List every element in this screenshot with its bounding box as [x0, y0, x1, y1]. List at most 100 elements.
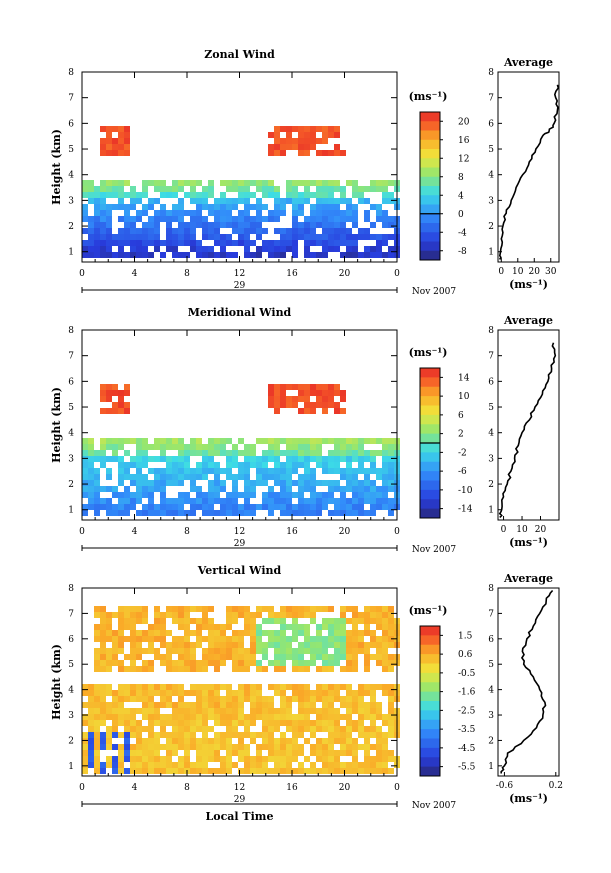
heatmap-cell — [226, 456, 232, 462]
heatmap-cell — [142, 486, 148, 492]
heatmap-cell — [196, 762, 202, 768]
heatmap-cell — [202, 684, 208, 690]
heatmap-cell — [118, 132, 124, 138]
heatmap-cell — [214, 648, 220, 654]
colorbar-segment — [420, 414, 440, 425]
heatmap-cell — [106, 132, 112, 138]
heatmap-cell — [154, 750, 160, 756]
heatmap-cell — [220, 660, 226, 666]
heatmap-cell — [220, 738, 226, 744]
average-y-tick-label: 3 — [488, 711, 494, 721]
heatmap-cell — [220, 504, 226, 510]
heatmap-cell — [130, 624, 136, 630]
heatmap-cell — [94, 750, 100, 756]
heatmap-cell — [244, 762, 250, 768]
heatmap-cell — [190, 666, 196, 672]
heatmap-cell — [346, 468, 352, 474]
heatmap-cell — [208, 654, 214, 660]
heatmap-cell — [82, 684, 88, 690]
heatmap-cell — [376, 492, 382, 498]
colorbar-segment — [420, 213, 440, 224]
heatmap-cell — [154, 222, 160, 228]
heatmap-cell — [340, 498, 346, 504]
heatmap-cell — [112, 438, 118, 444]
heatmap-cell — [196, 198, 202, 204]
heatmap-cell — [100, 642, 106, 648]
heatmap-cell — [268, 606, 274, 612]
heatmap-cell — [346, 696, 352, 702]
heatmap-cell — [286, 486, 292, 492]
heatmap-cell — [322, 504, 328, 510]
heatmap-cell — [388, 750, 394, 756]
heatmap-cell — [214, 744, 220, 750]
heatmap-cell — [172, 636, 178, 642]
heatmap-cell — [118, 690, 124, 696]
heatmap-cell — [256, 204, 262, 210]
heatmap-cell — [346, 684, 352, 690]
heatmap-cell — [256, 504, 262, 510]
average-y-tick-label: 7 — [488, 609, 494, 619]
y-tick-label: 4 — [68, 686, 74, 696]
heatmap-cell — [298, 384, 304, 390]
x-tick-label: 12 — [234, 527, 245, 537]
heatmap-cell — [100, 180, 106, 186]
heatmap-cell — [322, 186, 328, 192]
heatmap-cell — [232, 462, 238, 468]
heatmap-cell — [142, 186, 148, 192]
heatmap-cell — [262, 216, 268, 222]
heatmap-cell — [190, 450, 196, 456]
heatmap-cell — [154, 486, 160, 492]
heatmap-cell — [268, 684, 274, 690]
heatmap-cell — [124, 216, 130, 222]
heatmap-cell — [136, 468, 142, 474]
heatmap-cell — [388, 216, 394, 222]
heatmap-cell — [280, 762, 286, 768]
heatmap-cell — [286, 438, 292, 444]
heatmap-cell — [334, 210, 340, 216]
heatmap-cell — [160, 714, 166, 720]
heatmap-cell — [322, 150, 328, 156]
heatmap-cell — [232, 726, 238, 732]
heatmap-cell — [256, 246, 262, 252]
heatmap-cell — [208, 498, 214, 504]
heatmap-cell — [274, 690, 280, 696]
heatmap-cell — [304, 390, 310, 396]
heatmap-cell — [274, 150, 280, 156]
heatmap-cell — [286, 684, 292, 690]
heatmap-cell — [142, 462, 148, 468]
heatmap-cell — [238, 504, 244, 510]
average-y-tick-label: 6 — [488, 635, 494, 645]
heatmap-cell — [304, 150, 310, 156]
heatmap-cell — [268, 444, 274, 450]
average-y-tick-label: 1 — [488, 762, 494, 772]
heatmap-cell — [286, 246, 292, 252]
heatmap-cell — [328, 210, 334, 216]
heatmap-cell — [124, 636, 130, 642]
heatmap-cell — [202, 702, 208, 708]
colorbar-segment — [420, 396, 440, 406]
heatmap-cell — [358, 696, 364, 702]
heatmap-cell — [226, 204, 232, 210]
heatmap-cell — [178, 444, 184, 450]
heatmap-cell — [172, 732, 178, 738]
heatmap-cell — [340, 210, 346, 216]
heatmap-cell — [382, 666, 388, 672]
heatmap-cell — [358, 228, 364, 234]
heatmap-cell — [118, 438, 124, 444]
heatmap-cell — [226, 756, 232, 762]
heatmap-cell — [220, 630, 226, 636]
heatmap-cell — [310, 132, 316, 138]
heatmap-cell — [202, 750, 208, 756]
heatmap-cell — [214, 486, 220, 492]
heatmap-cell — [382, 198, 388, 204]
heatmap-cell — [136, 234, 142, 240]
heatmap-cell — [244, 606, 250, 612]
heatmap-cell — [184, 510, 190, 516]
heatmap-cell — [382, 756, 388, 762]
heatmap-cell — [130, 720, 136, 726]
heatmap-cell — [298, 204, 304, 210]
heatmap-cell — [88, 690, 94, 696]
